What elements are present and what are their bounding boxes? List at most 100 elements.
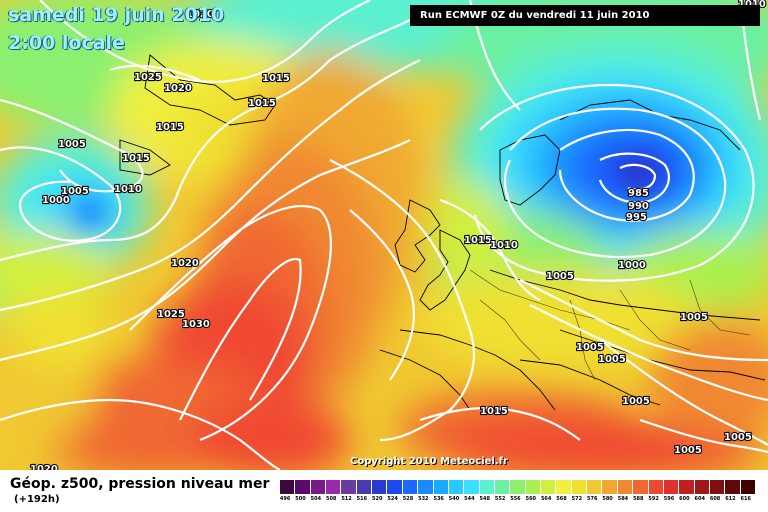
scale-label: 532: [418, 496, 429, 502]
isobar-label: 1005: [622, 396, 650, 407]
isobar-label: 1010: [114, 184, 142, 195]
scale-label: 564: [540, 496, 552, 502]
scale-swatch: [725, 480, 741, 494]
scale-label: 512: [341, 496, 352, 502]
forecast-range: (+192h): [14, 494, 60, 505]
scale-label: 552: [494, 496, 506, 502]
scale-swatch: [571, 480, 588, 494]
scale-label: 524: [387, 496, 398, 502]
scale-label: 528: [402, 496, 414, 502]
scale-swatch: [402, 480, 419, 494]
isobar-label: 1005: [674, 445, 702, 456]
scale-swatch: [617, 480, 634, 494]
isobar-label: 1015: [262, 73, 290, 84]
scale-label: 572: [571, 496, 583, 502]
scale-label: 608: [709, 496, 721, 502]
scale-swatch: [479, 480, 495, 494]
isobar-label: 1005: [61, 186, 89, 197]
isobar-label: 1030: [182, 319, 210, 330]
scale-label: 584: [617, 496, 629, 502]
isobar-label: 1000: [42, 195, 70, 206]
scale-swatch: [341, 480, 357, 494]
scale-label: 588: [633, 496, 644, 502]
scale-swatch: [310, 480, 327, 494]
scale-swatch: [433, 480, 449, 494]
isobar-label: 1015: [248, 98, 276, 109]
scale-label: 604: [694, 496, 705, 502]
scale-label: 596: [663, 496, 675, 502]
isobar-labels: 1020 1025 1020 1015 1015 1015 1005 1015 …: [29, 0, 767, 470]
scale-swatch: [448, 480, 465, 494]
scale-swatch: [633, 480, 649, 494]
copyright-notice: Copyright 2010 Meteociel.fr: [350, 456, 508, 467]
scale-swatch: [587, 480, 603, 494]
isobar-label: 1020: [186, 9, 214, 20]
scale-label: 592: [648, 496, 659, 502]
scale-swatch: [740, 480, 756, 494]
isobar-label: 990: [628, 201, 649, 212]
isobar-label: 1025: [134, 72, 162, 83]
scale-label: 560: [525, 496, 537, 502]
isobar-label: 1015: [156, 122, 184, 133]
scale-swatch: [494, 480, 511, 494]
scale-swatch: [602, 480, 618, 494]
isobar-label: 1020: [30, 464, 58, 470]
scale-swatch: [387, 480, 403, 494]
scale-swatch: [663, 480, 680, 494]
scale-label: 544: [464, 496, 475, 502]
scale-label: 576: [587, 496, 598, 502]
field-accents: [76, 156, 662, 224]
scale-label: 568: [556, 496, 567, 502]
isobar-label: 1005: [724, 432, 752, 443]
scale-swatch: [525, 480, 542, 494]
color-scale-legend: 496 500 504 508 512 516 520 524 528 532 536 540 544 5…: [280, 480, 756, 504]
map-footer: Géop. z500, pression niveau mer (+192h) …: [0, 470, 768, 512]
scale-label: 556: [510, 496, 521, 502]
model-run-banner: Run ECMWF 0Z du vendredi 11 juin 2010: [410, 5, 760, 26]
scale-label: 600: [679, 496, 690, 502]
scale-swatch: [556, 480, 572, 494]
isobar-label: 1005: [576, 342, 604, 353]
scale-swatch: [356, 480, 373, 494]
scale-label: 508: [325, 496, 337, 502]
scale-label: 520: [372, 496, 383, 502]
scale-swatch: [510, 480, 526, 494]
isobar-label: 995: [626, 212, 647, 223]
scale-label: 500: [295, 496, 306, 502]
scale-swatch: [709, 480, 726, 494]
scale-label: 496: [279, 496, 291, 502]
forecast-map: 1020 1025 1020 1015 1015 1015 1005 1015 …: [0, 0, 768, 470]
scale-swatch: [372, 480, 388, 494]
map-canvas: 1020 1025 1020 1015 1015 1015 1005 1015 …: [0, 0, 768, 470]
scale-swatch: [694, 480, 710, 494]
scale-label: 580: [602, 496, 613, 502]
isobar-label: 1015: [464, 235, 492, 246]
scale-swatch: [464, 480, 480, 494]
forecast-date: samedi 19 juin 2010: [8, 4, 225, 26]
isobars: [0, 0, 768, 470]
isobar-label: 1020: [171, 258, 199, 269]
scale-swatch: [679, 480, 695, 494]
isobar-label: 1005: [58, 139, 86, 150]
scale-label: 516: [356, 496, 368, 502]
product-title: Géop. z500, pression niveau mer: [10, 476, 270, 492]
scale-label: 504: [310, 496, 322, 502]
isobar-label: 1005: [546, 271, 574, 282]
isobar-label: 1015: [122, 153, 150, 164]
isobar-label: 1010: [490, 240, 518, 251]
scale-swatch: [541, 480, 557, 494]
isobar-label: 1020: [164, 83, 192, 94]
scale-label: 540: [448, 496, 460, 502]
isobar-label: 1015: [480, 406, 508, 417]
isobar-label: 1005: [598, 354, 626, 365]
isobar-label: 1000: [618, 260, 646, 271]
scale-swatch: [280, 480, 296, 494]
isobar-label: 1005: [680, 312, 708, 323]
scale-label: 548: [479, 496, 490, 502]
scale-swatch: [418, 480, 434, 494]
scale-label: 612: [725, 496, 736, 502]
scale-label: 616: [740, 496, 751, 502]
forecast-time: 2:00 locale: [8, 32, 125, 54]
isobar-label: 1025: [157, 309, 185, 320]
